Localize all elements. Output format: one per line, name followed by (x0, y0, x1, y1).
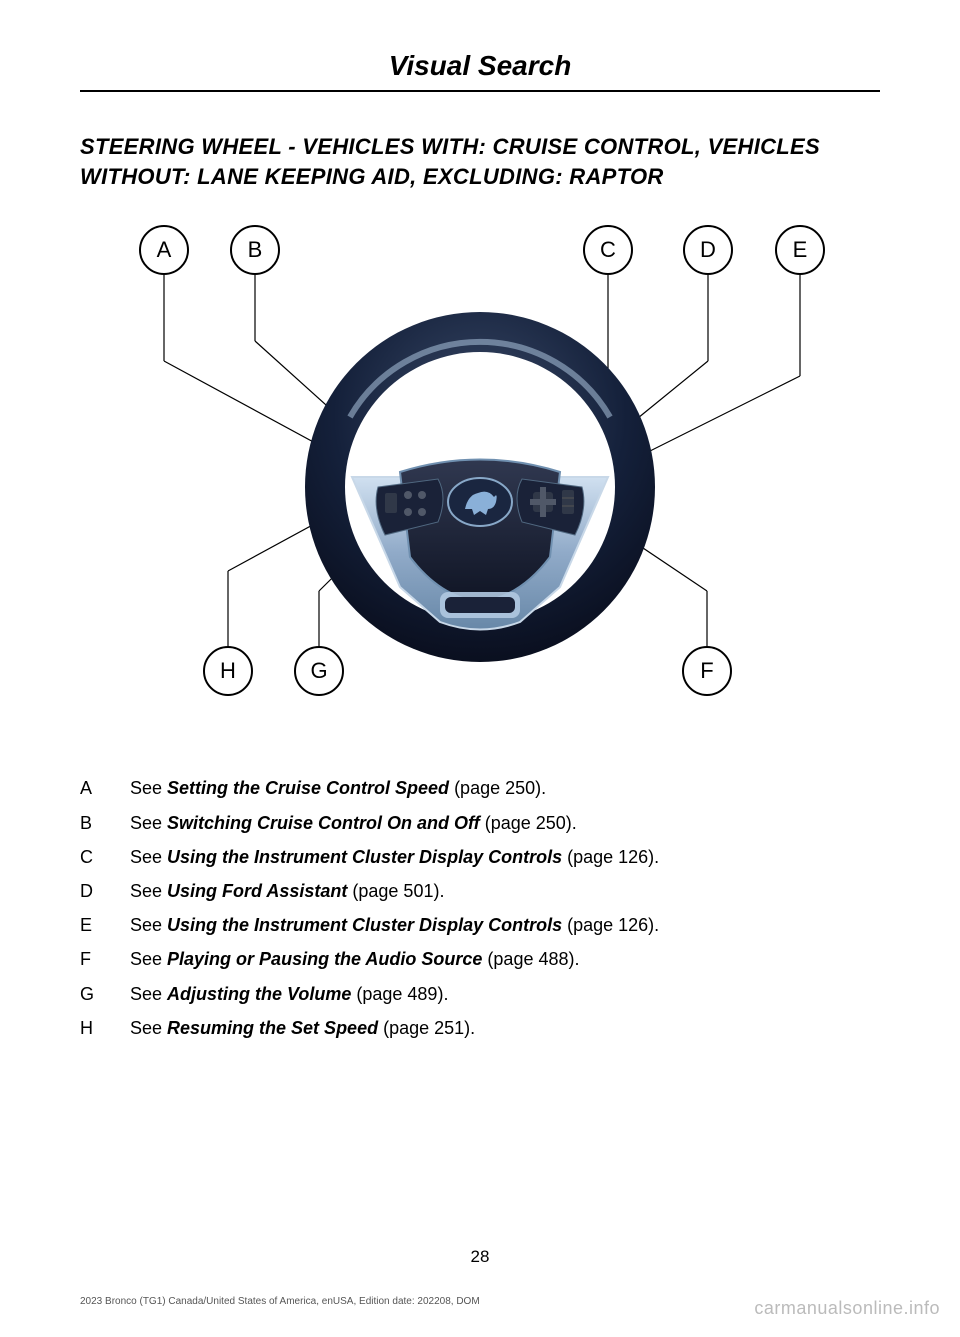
legend-page: (page 488). (482, 949, 579, 969)
legend-see: See (130, 915, 167, 935)
legend-topic: Playing or Pausing the Audio Source (167, 949, 482, 969)
legend-page: (page 489). (351, 984, 448, 1004)
legend-text: See Resuming the Set Speed (page 251). (130, 1011, 475, 1045)
steering-wheel-icon (290, 297, 670, 677)
legend-row: E See Using the Instrument Cluster Displ… (80, 908, 880, 942)
legend-page: (page 126). (562, 915, 659, 935)
legend-page: (page 251). (378, 1018, 475, 1038)
legend-text: See Using the Instrument Cluster Display… (130, 840, 659, 874)
legend-row: D See Using Ford Assistant (page 501). (80, 874, 880, 908)
legend-topic: Using Ford Assistant (167, 881, 347, 901)
page-number: 28 (0, 1247, 960, 1267)
page-header-title: Visual Search (80, 50, 880, 82)
steering-wheel-diagram: A B C D E F G H (100, 221, 860, 731)
legend-topic: Using the Instrument Cluster Display Con… (167, 915, 562, 935)
legend-text: See Using Ford Assistant (page 501). (130, 874, 444, 908)
legend-text: See Setting the Cruise Control Speed (pa… (130, 771, 546, 805)
legend-row: B See Switching Cruise Control On and Of… (80, 806, 880, 840)
legend-see: See (130, 1018, 167, 1038)
legend-letter: F (80, 942, 100, 976)
legend-page: (page 250). (480, 813, 577, 833)
legend-letter: G (80, 977, 100, 1011)
legend-see: See (130, 847, 167, 867)
legend-topic: Resuming the Set Speed (167, 1018, 378, 1038)
legend-row: F See Playing or Pausing the Audio Sourc… (80, 942, 880, 976)
legend-topic: Switching Cruise Control On and Off (167, 813, 480, 833)
legend-letter: D (80, 874, 100, 908)
legend-topic: Setting the Cruise Control Speed (167, 778, 449, 798)
legend-row: C See Using the Instrument Cluster Displ… (80, 840, 880, 874)
legend-list: A See Setting the Cruise Control Speed (… (80, 771, 880, 1045)
header-rule (80, 90, 880, 92)
legend-see: See (130, 984, 167, 1004)
legend-row: A See Setting the Cruise Control Speed (… (80, 771, 880, 805)
legend-see: See (130, 881, 167, 901)
legend-page: (page 250). (449, 778, 546, 798)
footer-edition-text: 2023 Bronco (TG1) Canada/United States o… (80, 1296, 480, 1307)
legend-text: See Playing or Pausing the Audio Source … (130, 942, 580, 976)
legend-see: See (130, 813, 167, 833)
legend-topic: Using the Instrument Cluster Display Con… (167, 847, 562, 867)
legend-page: (page 126). (562, 847, 659, 867)
legend-topic: Adjusting the Volume (167, 984, 351, 1004)
section-heading: STEERING WHEEL - VEHICLES WITH: CRUISE C… (80, 132, 880, 191)
legend-text: See Switching Cruise Control On and Off … (130, 806, 577, 840)
legend-text: See Using the Instrument Cluster Display… (130, 908, 659, 942)
legend-letter: C (80, 840, 100, 874)
legend-letter: H (80, 1011, 100, 1045)
legend-row: G See Adjusting the Volume (page 489). (80, 977, 880, 1011)
footer-watermark: carmanualsonline.info (754, 1298, 940, 1319)
legend-letter: A (80, 771, 100, 805)
legend-text: See Adjusting the Volume (page 489). (130, 977, 448, 1011)
legend-see: See (130, 949, 167, 969)
legend-page: (page 501). (347, 881, 444, 901)
legend-letter: B (80, 806, 100, 840)
legend-letter: E (80, 908, 100, 942)
legend-row: H See Resuming the Set Speed (page 251). (80, 1011, 880, 1045)
legend-see: See (130, 778, 167, 798)
